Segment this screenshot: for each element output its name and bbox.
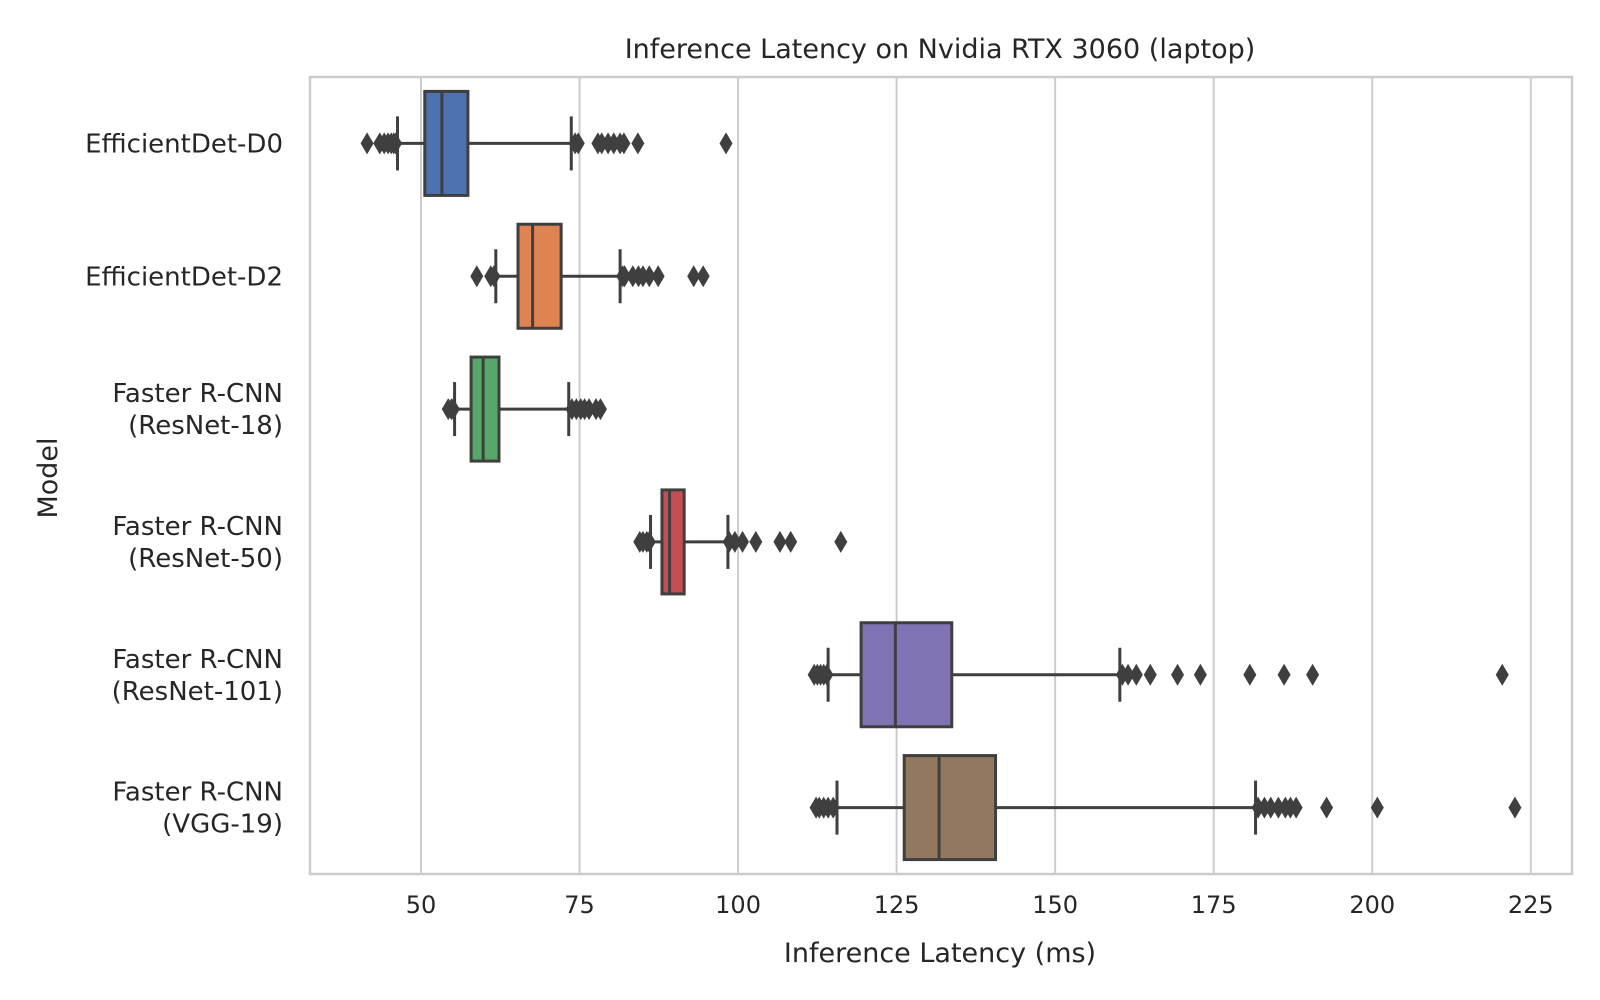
outlier-point <box>1277 663 1291 686</box>
outlier-point <box>1306 663 1320 686</box>
y-category-label: Faster R-CNN <box>112 379 283 409</box>
y-category-label: EfficientDet-D0 <box>85 129 283 159</box>
y-category-label: Faster R-CNN <box>112 512 283 542</box>
y-category-labels: EfficientDet-D0 EfficientDet-D2 Faster R-C… <box>85 129 283 839</box>
x-axis-label: Inference Latency (ms) <box>784 938 1096 969</box>
box <box>423 89 470 197</box>
outlier-point <box>784 530 798 553</box>
y-category-label: Faster R-CNN <box>112 778 283 808</box>
outlier-point <box>1171 663 1185 686</box>
box-group <box>807 621 1509 729</box>
axes-frame <box>308 75 1574 876</box>
outlier-point <box>719 132 733 155</box>
y-axis-label: Model <box>33 437 64 518</box>
outlier-point <box>820 663 834 686</box>
outlier-point <box>487 265 501 288</box>
outlier-point <box>571 132 585 155</box>
outlier-point <box>1320 796 1334 819</box>
x-tick-label: 225 <box>1508 891 1554 919</box>
box <box>516 222 563 330</box>
outlier-point <box>687 265 701 288</box>
box-group <box>633 488 848 596</box>
outlier-point <box>1289 796 1303 819</box>
outlier-point <box>834 530 848 553</box>
outlier-point <box>642 265 656 288</box>
outlier-point <box>1193 663 1207 686</box>
outlier-point <box>1271 796 1285 819</box>
box-group <box>441 355 607 463</box>
x-tick-label: 125 <box>874 891 920 919</box>
y-category-label: EfficientDet-D2 <box>85 262 283 292</box>
x-tick-label: 200 <box>1349 891 1395 919</box>
x-tick-labels: 50 75 100 125 150 175 200 225 <box>406 891 1554 919</box>
box <box>902 754 998 862</box>
box <box>660 488 686 596</box>
outlier-point <box>1243 663 1257 686</box>
outlier-point <box>728 530 742 553</box>
x-tick-label: 150 <box>1032 891 1078 919</box>
outlier-point <box>1264 796 1278 819</box>
y-category-label: (VGG-19) <box>162 810 283 840</box>
outlier-point <box>582 398 596 421</box>
outlier-point <box>1370 796 1384 819</box>
x-tick-label: 50 <box>406 891 437 919</box>
x-tick-label: 75 <box>564 891 595 919</box>
outlier-point <box>631 132 645 155</box>
outlier-point <box>618 265 632 288</box>
outlier-point <box>617 132 631 155</box>
outlier-point <box>696 265 710 288</box>
outlier-point <box>826 796 840 819</box>
box <box>859 621 954 729</box>
plot-area <box>360 89 1522 862</box>
outlier-point <box>389 132 403 155</box>
outlier-point <box>1508 796 1522 819</box>
outlier-point <box>1143 663 1157 686</box>
outlier-point <box>651 265 665 288</box>
outlier-point <box>470 265 484 288</box>
outlier-point <box>1495 663 1509 686</box>
outlier-point <box>749 530 763 553</box>
box-group <box>809 754 1522 862</box>
outlier-point <box>1129 663 1143 686</box>
box-group <box>360 89 733 197</box>
box-group <box>470 222 710 330</box>
outlier-point <box>736 530 750 553</box>
outlier-point <box>1121 663 1135 686</box>
y-category-label: (ResNet-18) <box>128 411 283 441</box>
outlier-point <box>360 132 374 155</box>
y-category-label: (ResNet-101) <box>112 677 283 707</box>
outlier-point <box>593 398 607 421</box>
box <box>469 355 501 463</box>
chart-title: Inference Latency on Nvidia RTX 3060 (la… <box>625 34 1256 65</box>
outlier-point <box>773 530 787 553</box>
y-category-label: Faster R-CNN <box>112 645 283 675</box>
x-tick-label: 175 <box>1191 891 1237 919</box>
y-category-label: (ResNet-50) <box>128 544 283 574</box>
x-tick-label: 100 <box>715 891 761 919</box>
outlier-point <box>446 398 460 421</box>
outlier-point <box>642 530 656 553</box>
grid-lines <box>419 77 1532 874</box>
